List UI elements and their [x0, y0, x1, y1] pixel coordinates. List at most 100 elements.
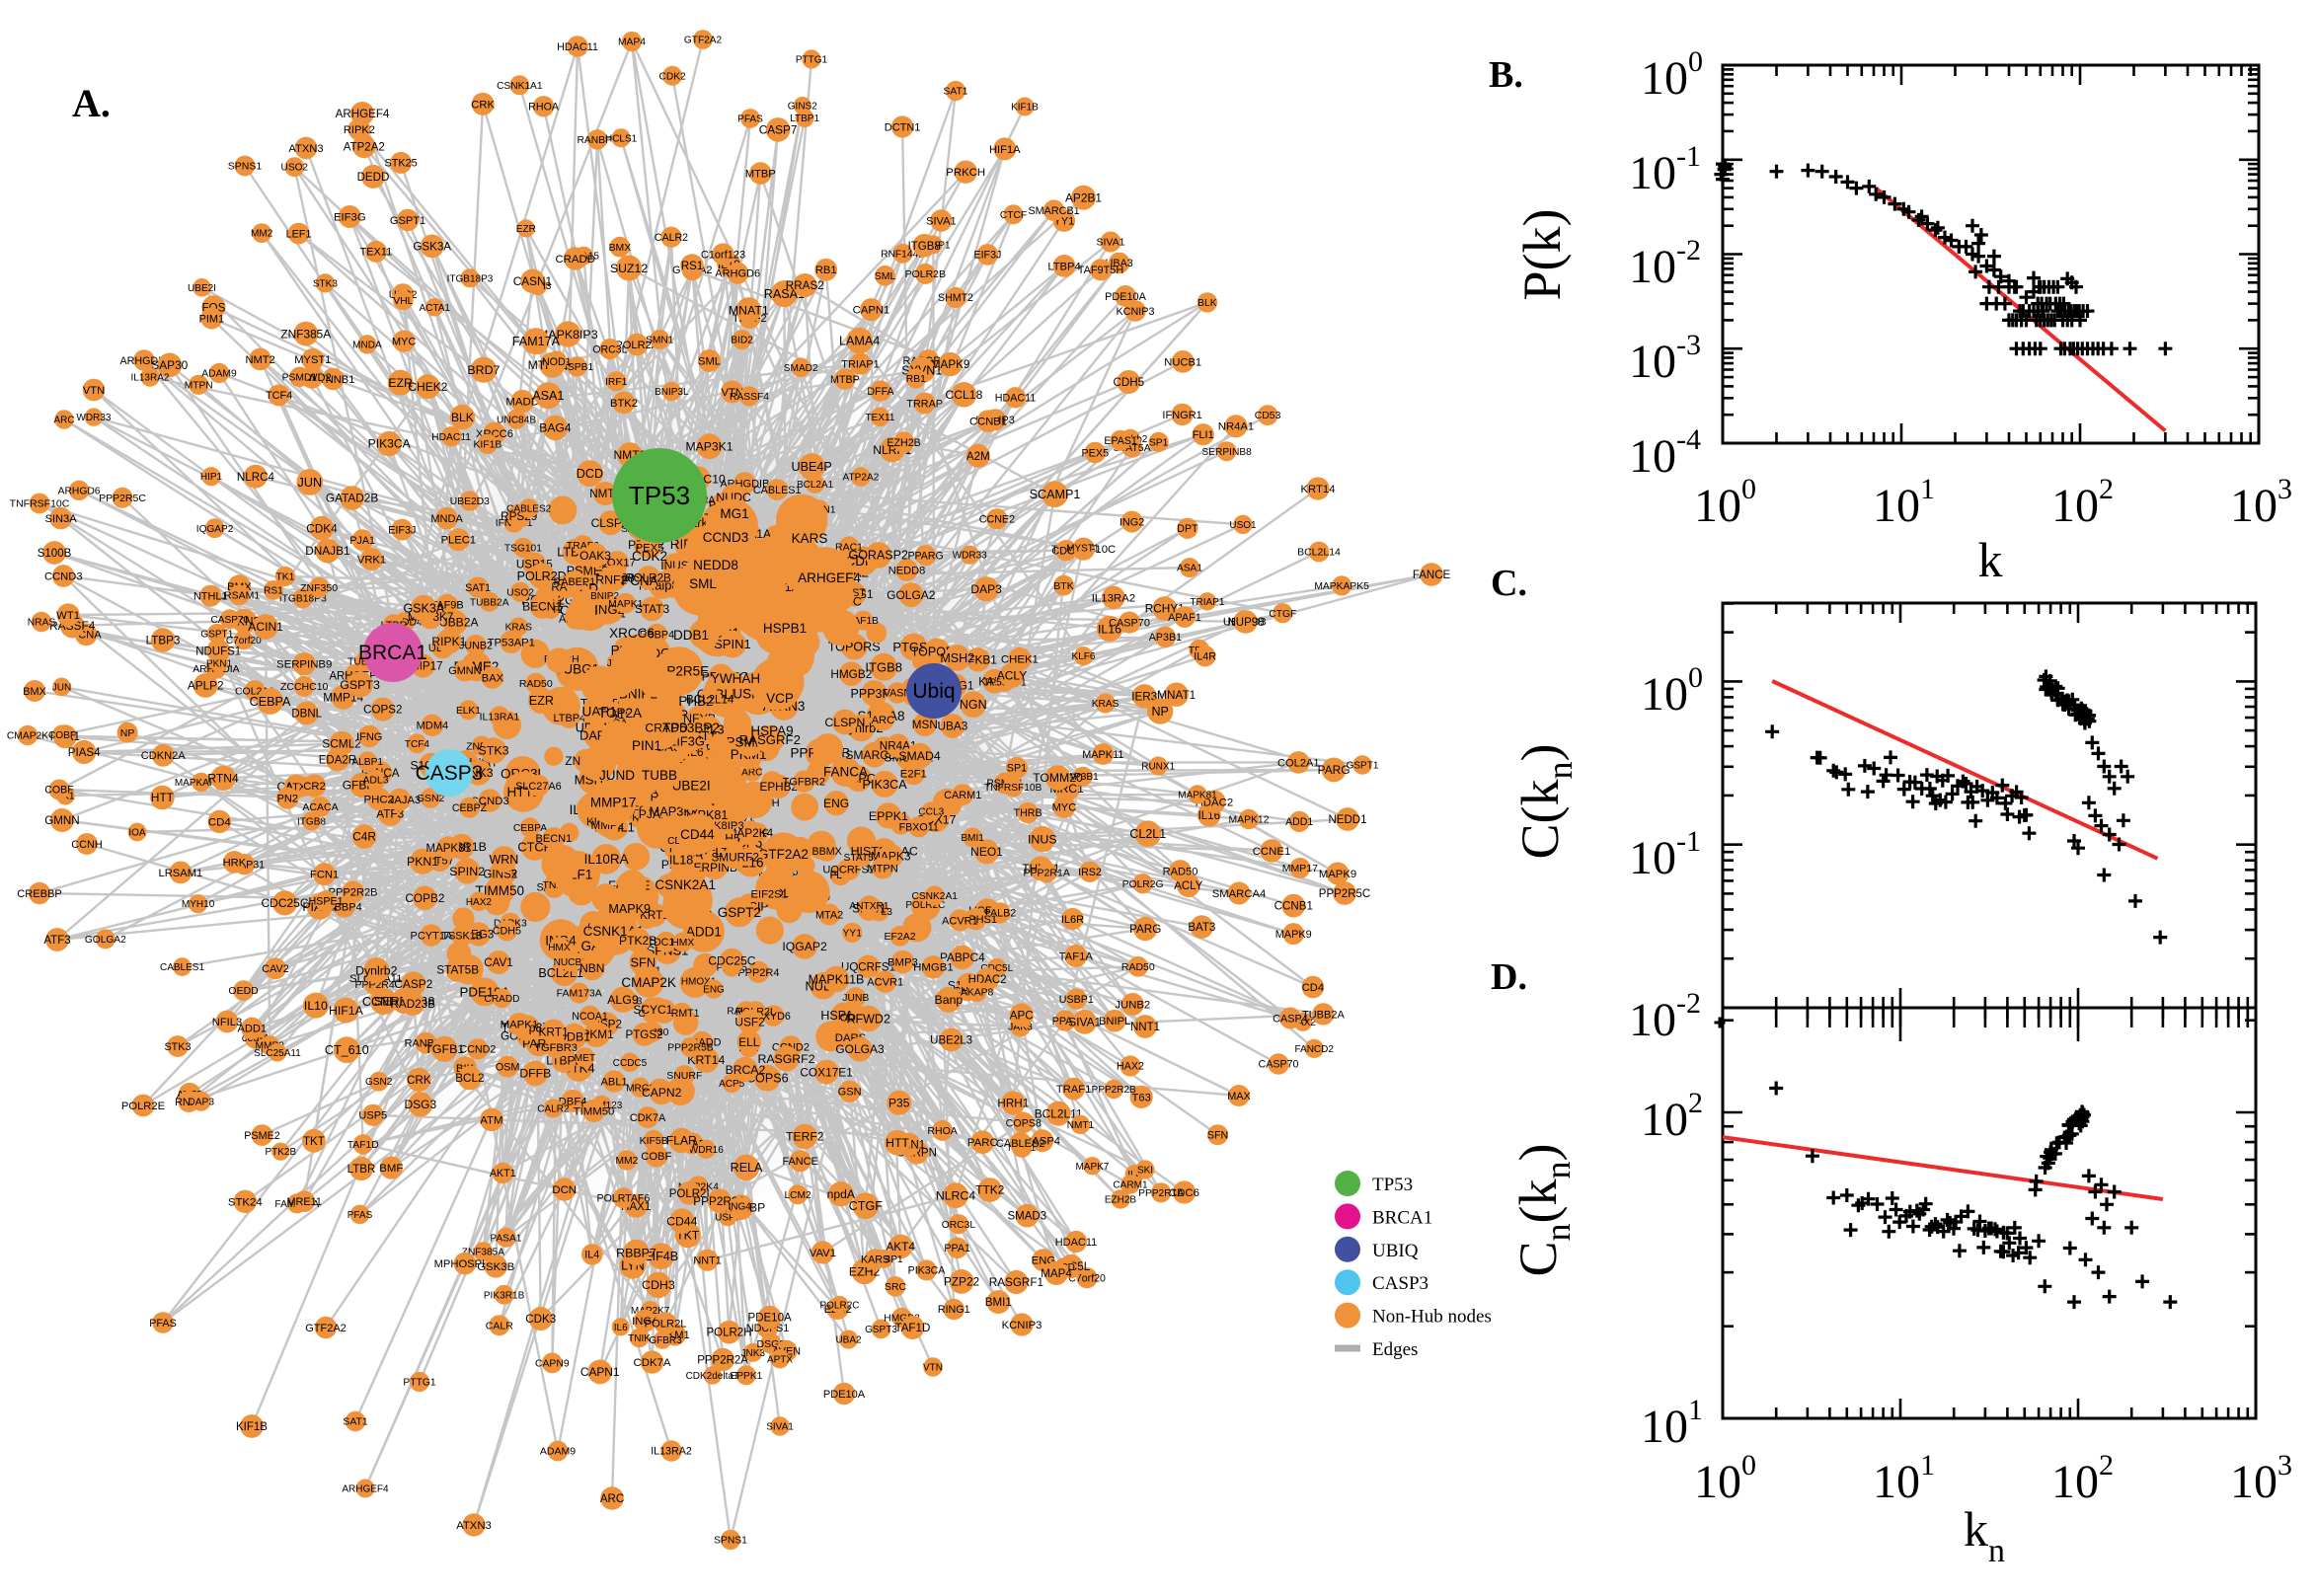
svg-text:CABLES1: CABLES1 [753, 485, 802, 496]
svg-text:BCL2A1: BCL2A1 [797, 480, 834, 491]
svg-text:MRC1: MRC1 [626, 1083, 655, 1094]
svg-text:SMAD4: SMAD4 [898, 749, 941, 763]
svg-text:SML: SML [698, 355, 721, 367]
svg-text:NUP98: NUP98 [1227, 617, 1264, 629]
svg-text:CDH3: CDH3 [642, 1278, 675, 1292]
svg-text:CDH5: CDH5 [1114, 376, 1145, 389]
svg-text:DFFB: DFFB [519, 1067, 551, 1081]
svg-text:PFAS: PFAS [347, 1210, 373, 1221]
svg-text:MM2: MM2 [615, 1156, 638, 1167]
svg-text:MAPK8IP3: MAPK8IP3 [538, 328, 598, 342]
svg-text:COBF: COBF [641, 1151, 671, 1163]
svg-text:CASP4: CASP4 [1024, 1136, 1060, 1148]
svg-text:NNT1: NNT1 [1130, 1022, 1160, 1033]
svg-text:BMF: BMF [379, 1163, 403, 1175]
svg-text:ENG: ENG [823, 797, 849, 810]
svg-text:RIPK2: RIPK2 [344, 124, 375, 136]
svg-text:MAPK9: MAPK9 [931, 358, 970, 371]
svg-text:CALR2: CALR2 [537, 1103, 570, 1114]
svg-text:COPS2: COPS2 [363, 704, 402, 717]
svg-text:BLK: BLK [451, 411, 474, 424]
svg-text:SPNS1: SPNS1 [228, 161, 263, 173]
svg-text:CCNB1: CCNB1 [969, 417, 1007, 428]
svg-text:CALR2: CALR2 [655, 232, 688, 244]
svg-text:BCL2L14: BCL2L14 [538, 966, 590, 980]
svg-text:PTK2B: PTK2B [619, 934, 656, 948]
svg-text:KIF1B: KIF1B [1011, 103, 1039, 114]
svg-text:MRE11: MRE11 [286, 1196, 322, 1208]
svg-text:ATXN3: ATXN3 [288, 143, 323, 155]
svg-text:CABLES1: CABLES1 [160, 962, 204, 973]
svg-text:CAPN1: CAPN1 [580, 1365, 620, 1379]
svg-text:STAT3: STAT3 [635, 602, 670, 616]
svg-text:C(kn): C(kn) [1510, 744, 1580, 860]
svg-text:BNIPL: BNIPL [1099, 1016, 1130, 1027]
svg-text:VAV1: VAV1 [810, 1248, 836, 1259]
svg-text:RUNX1: RUNX1 [1141, 762, 1175, 773]
svg-text:RB1: RB1 [815, 265, 837, 276]
svg-text:KRT1: KRT1 [640, 909, 669, 922]
svg-text:POLR2C: POLR2C [819, 1300, 859, 1311]
svg-text:GTF2A2: GTF2A2 [684, 36, 723, 46]
svg-text:PSME2: PSME2 [244, 1130, 280, 1142]
svg-text:HAX2: HAX2 [466, 897, 493, 908]
svg-text:ATP2A2: ATP2A2 [842, 473, 879, 484]
svg-text:Edges: Edges [1372, 1339, 1418, 1360]
svg-text:SML: SML [689, 576, 717, 591]
svg-text:CCNE2: CCNE2 [979, 514, 1015, 526]
svg-text:WDR33: WDR33 [76, 413, 111, 423]
svg-text:LTBP4: LTBP4 [1047, 261, 1080, 272]
svg-text:npdA: npdA [827, 1187, 856, 1201]
svg-text:CLSPN: CLSPN [824, 716, 865, 729]
svg-text:S100B: S100B [38, 548, 72, 560]
svg-text:GSK3A: GSK3A [413, 240, 451, 253]
svg-text:CASN1: CASN1 [513, 274, 552, 288]
svg-text:PPP2R2B: PPP2R2B [329, 887, 378, 899]
svg-text:SAT1: SAT1 [465, 582, 491, 594]
svg-text:MG1: MG1 [720, 506, 748, 521]
svg-text:SUZ12: SUZ12 [610, 262, 648, 275]
svg-text:SLC27A6: SLC27A6 [515, 781, 562, 793]
svg-text:D.: D. [1491, 956, 1527, 998]
svg-text:TUBB2A: TUBB2A [431, 616, 479, 630]
svg-text:CDK7A: CDK7A [634, 1357, 671, 1369]
svg-text:CHEK2: CHEK2 [408, 380, 447, 394]
svg-text:NEDD1: NEDD1 [1329, 814, 1367, 826]
svg-text:TCF4: TCF4 [266, 390, 292, 402]
svg-text:EIF3G: EIF3G [334, 212, 366, 224]
svg-text:P(k): P(k) [1512, 209, 1572, 301]
svg-text:TAF1D: TAF1D [347, 1140, 379, 1151]
svg-text:NMT2: NMT2 [245, 354, 274, 366]
svg-text:C7orf20: C7orf20 [226, 636, 262, 646]
svg-text:AP2B1: AP2B1 [1065, 190, 1102, 204]
svg-text:FANCE: FANCE [782, 1156, 817, 1168]
svg-text:MYC: MYC [1052, 801, 1077, 813]
svg-text:CCDC5: CCDC5 [613, 1058, 648, 1069]
svg-text:DFFA: DFFA [867, 386, 894, 398]
svg-text:POLR2I: POLR2I [669, 1188, 710, 1200]
svg-text:BMX: BMX [23, 686, 46, 698]
svg-text:PTK2B: PTK2B [265, 1147, 296, 1158]
svg-text:MTBP: MTBP [830, 374, 860, 386]
svg-text:APTX: APTX [767, 1354, 793, 1365]
svg-text:MAPK11: MAPK11 [1082, 749, 1123, 761]
svg-text:SRC: SRC [885, 1282, 906, 1293]
svg-text:PCNA: PCNA [621, 573, 658, 588]
svg-text:CD4: CD4 [1302, 982, 1324, 994]
svg-text:ITGB8: ITGB8 [865, 659, 902, 674]
svg-text:MNDA: MNDA [430, 513, 463, 525]
svg-text:RAD50: RAD50 [1121, 961, 1155, 973]
svg-text:FBXO11: FBXO11 [899, 821, 939, 833]
svg-text:SMAD2: SMAD2 [784, 363, 818, 374]
svg-text:APAF1: APAF1 [1168, 612, 1201, 624]
svg-text:BLK: BLK [1197, 298, 1217, 309]
svg-text:SCAMP1: SCAMP1 [1030, 488, 1081, 501]
svg-text:ACACA: ACACA [302, 801, 338, 813]
svg-text:CCNB1: CCNB1 [1274, 900, 1313, 913]
svg-text:ADD1: ADD1 [1285, 816, 1313, 828]
svg-text:C4R: C4R [352, 830, 376, 844]
svg-text:RASGRF1: RASGRF1 [989, 1276, 1043, 1289]
svg-text:TP53: TP53 [629, 481, 690, 510]
svg-text:ELK1: ELK1 [456, 706, 481, 717]
svg-text:CSNK1A1: CSNK1A1 [497, 81, 543, 92]
